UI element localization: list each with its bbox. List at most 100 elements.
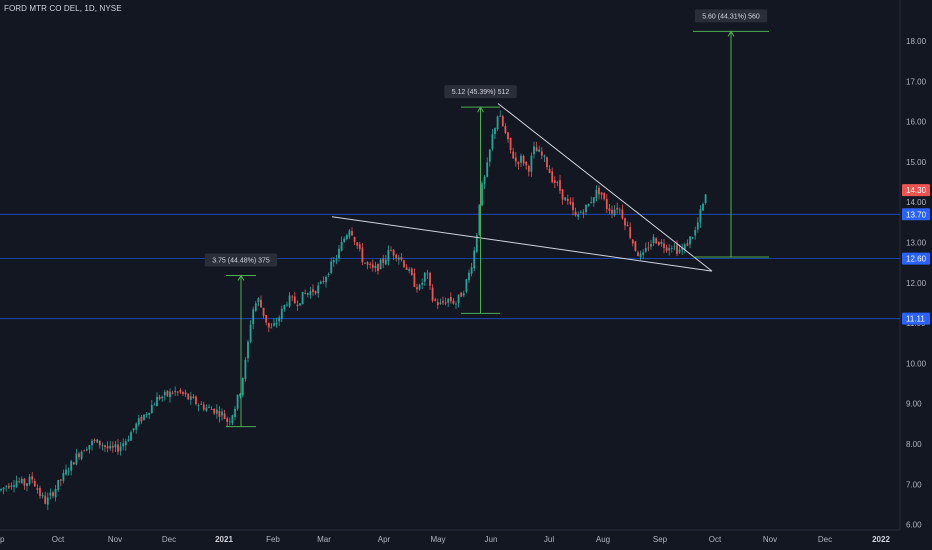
candle-body [249,324,252,342]
candle-body [366,262,369,265]
candle-body [499,115,502,117]
candle-body [595,189,598,199]
candle-body [629,227,632,238]
candle-body [564,197,567,201]
candle-body [535,147,538,152]
candle-body [426,273,429,275]
candle-body [28,476,31,485]
candle-body [418,284,421,290]
x-tick-label: Oct [709,535,722,544]
candle-body [371,264,374,268]
candle-body [70,461,73,471]
level-price-badge-text: 13.70 [906,210,927,219]
candle-body [252,309,255,325]
candle-body [67,471,70,473]
candle-body [23,478,26,486]
candle-body [390,250,392,251]
candle-body [574,211,577,216]
candle-body [247,341,249,359]
candle-body [520,155,522,163]
candle-body [319,281,322,284]
candle-body [382,258,385,263]
candle-body [566,198,569,201]
candle-body [39,488,41,496]
candle-body [494,128,496,135]
candle-body [301,291,304,305]
candle-body [676,244,678,254]
candle-body [296,304,299,306]
candle-body [644,248,647,252]
candle-body [283,305,286,310]
candle-body [231,415,234,424]
candle-body [288,295,291,307]
candle-body [543,155,546,157]
candle-body [122,443,125,447]
measure-label-text: 5.60 (44.31%) 560 [702,13,760,20]
candle-body [379,259,382,270]
x-tick-label: Apr [378,535,391,544]
candle-body [197,405,200,407]
candle-body [148,412,151,415]
candle-body [470,267,473,274]
candle-body [83,450,86,452]
candle-body [689,236,691,245]
candle-body [699,209,702,223]
candle-body [603,193,606,200]
candle-body [551,171,554,183]
candle-body [52,492,54,497]
candle-body [691,237,694,239]
candle-body [218,410,221,417]
candle-body [184,392,187,395]
candle-body [522,155,525,164]
candle-body [299,303,301,306]
candle-body [49,492,52,496]
candle-body [540,151,543,156]
current-price-badge: 14.30 [902,184,930,197]
candle-body [309,291,312,296]
candle-body [343,238,346,243]
candle-body [681,247,684,250]
candle-body [75,453,78,465]
candle-body [109,445,112,449]
candle-body [478,204,481,235]
x-tick-label: May [430,535,445,544]
candle-body [397,257,400,260]
candle-body [579,212,582,214]
candle-body [57,479,60,490]
candle-body [91,440,93,446]
candle-body [260,299,262,308]
candle-body [395,254,398,259]
candle-body [244,359,247,379]
candle-body [26,483,28,487]
candle-body [507,132,509,140]
candle-body [80,451,83,459]
candle-body [702,203,704,211]
candle-body [104,445,106,447]
candle-body [241,378,244,396]
y-tick-label: 16.00 [906,118,927,127]
measure-arrow-icon [727,30,735,37]
candle-body [169,391,171,398]
candle-body [101,445,104,447]
candle-body [65,469,67,475]
candle-body [356,242,359,246]
candle-body [704,194,707,204]
candle-body [332,260,335,263]
candle-body [208,407,210,408]
candle-body [111,445,114,448]
candle-body [626,224,629,227]
chart-title: FORD MTR CO DEL, 1D, NYSE [4,4,122,13]
candle-body [374,265,377,269]
candle-body [124,441,127,446]
candle-body [338,248,340,259]
trendline [331,216,713,272]
candle-body [621,209,624,219]
candle-body [569,201,572,204]
level-price-badge: 11.11 [902,312,930,325]
candle-body [304,292,307,294]
candle-body [85,449,88,451]
candle-body [577,214,580,217]
x-tick-label: Mar [317,535,331,544]
candle-body [561,189,564,200]
